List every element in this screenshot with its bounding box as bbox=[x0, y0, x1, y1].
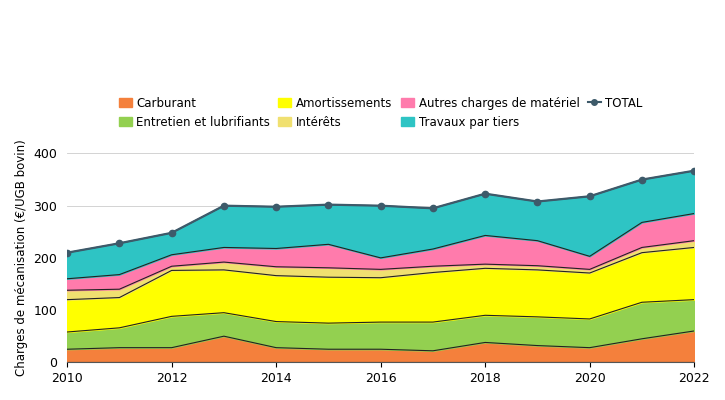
Y-axis label: Charges de mécanisation (€/UGB bovin): Charges de mécanisation (€/UGB bovin) bbox=[15, 140, 28, 376]
Legend: Carburant, Entretien et lubrifiants, Amortissements, Intérêts, Autres charges de: Carburant, Entretien et lubrifiants, Amo… bbox=[119, 97, 643, 129]
